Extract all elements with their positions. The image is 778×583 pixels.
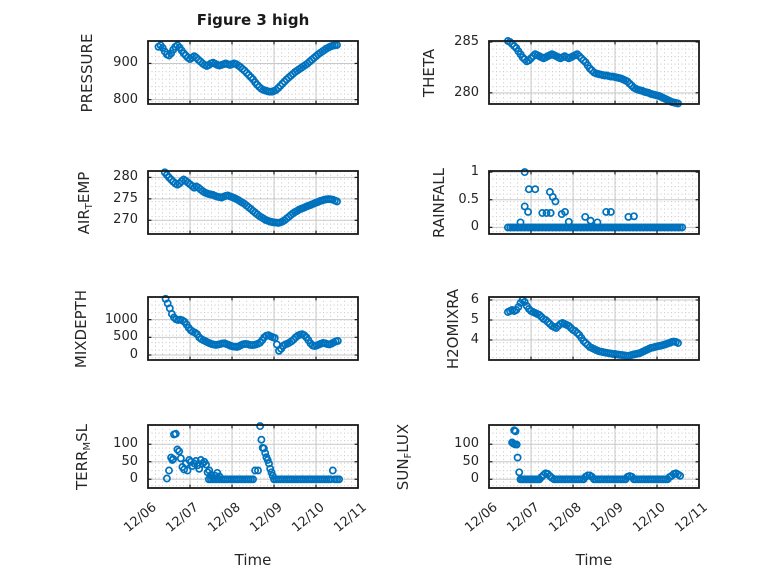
plot-area [147,294,359,361]
y-tick-label: 275 [113,190,138,206]
data-series-RAINFALL [503,168,687,232]
y-tick-label: 270 [113,212,138,228]
ylabel-text: SUN [394,457,412,490]
y-tick-label: 285 [454,34,479,50]
axis-box [147,40,359,105]
data-series-TERR_MSL [162,422,344,484]
y-tick-label: 900 [113,55,138,71]
subplot-sun-flux: SUNFLUX 0 50 100 12/06 12/07 12/08 12/09 12/10 1… [394,423,711,535]
y-axis-label-terr-msl: TERRMSL [73,423,93,490]
x-tick-label: 12/08 [546,500,585,536]
plot-area [488,37,700,108]
y-tick-label: 50 [121,453,138,469]
subplot-theta: THETA 280 285 [420,34,700,108]
x-tick-label: 12/08 [205,500,244,536]
x-tick-label: 12/07 [163,500,202,536]
y-tick-label: 6 [470,292,479,307]
y-tick-label: 1000 [104,311,138,327]
plot-area [147,422,359,489]
y-tick-label: 100 [454,436,479,452]
ylabel-text: SL [73,423,91,442]
axis-box [488,424,700,489]
y-tick-label: 4 [470,332,479,347]
y-tick-label: 0 [470,219,479,235]
data-series-SUN_FLUX [508,426,685,484]
x-tick-label: 12/06 [462,500,501,536]
x-tick-label: 12/10 [630,500,669,536]
x-tick-label: 12/09 [247,500,286,536]
data-series-MIXDEPTH [161,294,342,355]
y-tick-label: 0 [129,471,138,487]
axis-box [488,170,700,235]
ylabel-text: MIXDEPTH [72,289,90,368]
axis-box [488,40,700,105]
subplot-mixdepth: MIXDEPTH 0 500 1000 [72,289,359,368]
axis-box [147,170,359,235]
y-tick-label: 0.5 [458,191,479,207]
plot-area [488,168,700,235]
y-tick-label: 500 [113,329,138,345]
y-axis-label-sun-flux: SUNFLUX [394,423,414,490]
y-tick-label: 0 [470,471,479,487]
data-series-AIR_TEMP [160,168,341,227]
y-tick-label: 280 [454,84,479,100]
x-tick-label: 12/10 [289,500,328,536]
x-tick-label: 12/11 [331,500,370,536]
axis-box [488,296,700,361]
x-tick-label: 12/11 [672,500,711,536]
subplot-rainfall: RAINFALL 0 0.5 1 [430,164,700,237]
grid-lines [489,297,699,360]
y-tick-label: 5 [470,312,479,327]
plot-area [488,296,700,361]
y-tick-label: 50 [462,453,479,469]
y-axis-label-mixdepth: MIXDEPTH [72,289,90,367]
axis-box [147,296,359,361]
y-tick-label: 0 [129,347,138,362]
x-tick-label: 12/09 [588,500,627,536]
x-axis-label-left: Time [234,551,272,569]
plot-area [147,168,359,235]
plot-area [147,40,359,105]
ylabel-text: TERR [73,450,91,490]
axis-box [147,424,359,489]
data-series-PRESSURE [154,41,341,96]
subplot-pressure: PRESSURE 800 900 [78,33,359,112]
x-tick-label: 12/06 [121,500,160,536]
subplot-air-temp: AIRTEMP 270 275 280 [75,168,359,235]
figure-title: Figure 3 high [196,11,310,29]
y-tick-label: 1 [470,164,479,180]
x-axis-label-right: Time [575,551,613,569]
plot-area [488,424,700,489]
ylabel-subscript: F [403,452,414,458]
subplot-terr-msl: TERRMSL 0 50 100 12/06 12/07 12/08 12/09 12/10 1… [73,422,370,536]
y-tick-label: 100 [113,436,138,452]
x-tick-label: 12/07 [504,500,543,536]
ylabel-text: LUX [394,423,412,453]
data-series-THETA [503,37,682,108]
y-tick-label: 800 [113,91,138,107]
y-tick-label: 280 [113,169,138,185]
